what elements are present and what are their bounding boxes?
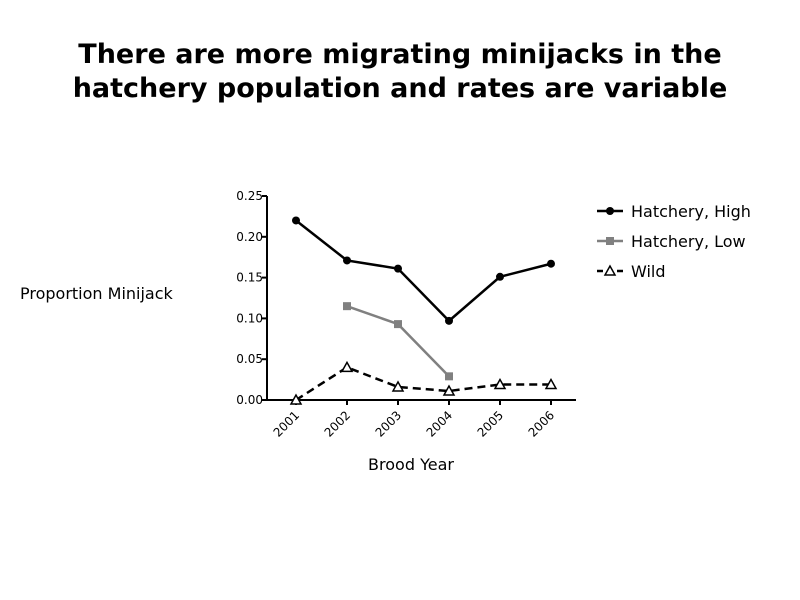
series-line — [295, 365, 551, 402]
chart-legend: Hatchery, High Hatchery, Low Wild — [597, 202, 751, 281]
chart-axes: 0.00 0.05 0.10 0.15 0.20 0.25 2001 2002 2003 2004… — [236, 189, 576, 440]
data-point — [496, 272, 504, 281]
y-tick-label: 0.25 — [236, 189, 263, 203]
x-tick-label: 2006 — [526, 408, 557, 439]
y-axis-title: Proportion Minijack — [20, 284, 174, 303]
data-point — [394, 264, 402, 273]
x-axis-title: Brood Year — [368, 455, 454, 474]
y-tick-label: 0.15 — [236, 271, 263, 285]
series-hatchery-high — [292, 216, 555, 325]
legend-label: Hatchery, Low — [631, 232, 746, 251]
legend-label: Wild — [631, 262, 666, 281]
y-tick-label: 0.10 — [236, 311, 263, 325]
data-point — [292, 216, 300, 225]
data-point — [493, 377, 507, 390]
data-point — [340, 360, 354, 373]
data-point — [445, 372, 453, 381]
chart-series — [289, 216, 558, 405]
x-tick-label: 2003 — [373, 408, 404, 439]
data-point — [547, 259, 555, 268]
x-tick-label: 2004 — [424, 408, 455, 439]
data-point — [544, 377, 558, 390]
legend-label: Hatchery, High — [631, 202, 751, 221]
slide-title-line-2: hatchery population and rates are variab… — [72, 73, 728, 104]
series-wild — [289, 360, 558, 405]
legend-entry: Wild — [597, 262, 666, 281]
data-point — [442, 384, 456, 396]
legend-marker — [606, 207, 614, 215]
x-tick-label: 2002 — [322, 408, 353, 439]
legend-entry: Hatchery, High — [597, 202, 751, 221]
data-point — [394, 320, 402, 329]
x-tick-label: 2005 — [475, 408, 506, 439]
legend-marker — [606, 237, 614, 245]
slide-title-line-1: There are more migrating minijacks in th… — [78, 39, 722, 70]
slide-title: There are more migrating minijacks in th… — [20, 38, 780, 106]
data-point — [391, 380, 405, 392]
x-tick-label: 2001 — [271, 408, 302, 439]
series-line — [295, 219, 552, 323]
legend-entry: Hatchery, Low — [597, 232, 746, 251]
data-point — [343, 302, 351, 311]
data-point — [289, 393, 303, 405]
data-point — [445, 316, 453, 325]
y-tick-label: 0.05 — [236, 352, 263, 366]
y-tick-label: 0.00 — [236, 393, 263, 407]
series-line — [346, 304, 450, 378]
y-tick-label: 0.20 — [236, 230, 263, 244]
legend-marker — [603, 264, 617, 276]
data-point — [343, 256, 351, 265]
series-hatchery-low — [343, 302, 453, 381]
